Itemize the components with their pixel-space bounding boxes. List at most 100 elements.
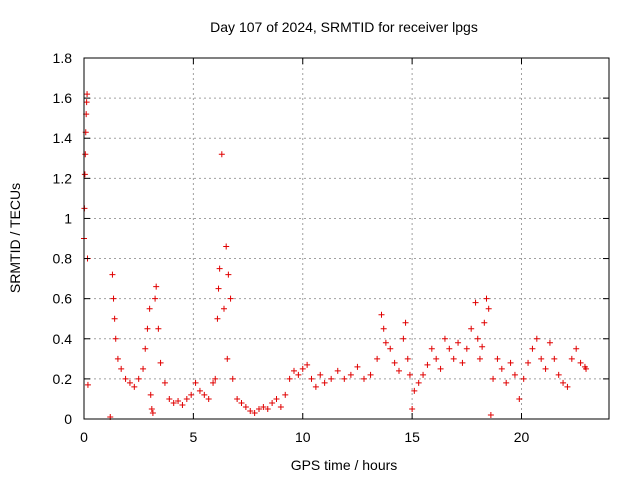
data-point bbox=[498, 365, 505, 372]
data-point bbox=[503, 379, 510, 386]
data-point bbox=[218, 151, 225, 158]
data-point bbox=[148, 405, 155, 412]
data-point bbox=[538, 355, 545, 362]
data-point bbox=[135, 375, 142, 382]
y-tick-label: 1.2 bbox=[53, 170, 73, 186]
data-point bbox=[183, 395, 190, 402]
data-point bbox=[161, 379, 168, 386]
data-point bbox=[367, 371, 374, 378]
y-tick-label: 1.8 bbox=[53, 50, 73, 66]
data-point bbox=[214, 315, 221, 322]
data-point bbox=[474, 335, 481, 342]
data-point bbox=[555, 371, 562, 378]
data-point bbox=[406, 371, 413, 378]
data-point bbox=[481, 319, 488, 326]
data-point bbox=[81, 171, 88, 178]
data-point bbox=[424, 361, 431, 368]
data-point bbox=[273, 395, 280, 402]
x-tick-label: 20 bbox=[514, 429, 530, 445]
data-point bbox=[472, 299, 479, 306]
data-point bbox=[529, 345, 536, 352]
data-point bbox=[494, 355, 501, 362]
data-point bbox=[114, 355, 121, 362]
data-point bbox=[391, 359, 398, 366]
data-point bbox=[111, 315, 118, 322]
data-point bbox=[264, 405, 271, 412]
data-point bbox=[157, 359, 164, 366]
data-point bbox=[166, 395, 173, 402]
data-point bbox=[247, 407, 254, 414]
data-point bbox=[490, 375, 497, 382]
data-point bbox=[223, 243, 230, 250]
data-point bbox=[131, 383, 138, 390]
plot-frame bbox=[83, 57, 610, 420]
data-point bbox=[317, 371, 324, 378]
data-point bbox=[577, 359, 584, 366]
x-tick-label: 5 bbox=[189, 429, 197, 445]
grid-layer bbox=[84, 58, 609, 419]
data-point bbox=[277, 403, 284, 410]
data-point bbox=[347, 371, 354, 378]
data-point bbox=[564, 383, 571, 390]
data-point bbox=[476, 355, 483, 362]
y-tick-label: 0.6 bbox=[53, 291, 73, 307]
data-point bbox=[483, 295, 490, 302]
data-point bbox=[269, 399, 276, 406]
ticks-layer: 0 0.2 0.4 0.6 0.8 1 1.2 1.4 1.6 1.8 0 5 10 15 20 bbox=[53, 50, 609, 445]
data-point bbox=[573, 345, 580, 352]
data-point bbox=[468, 325, 475, 332]
data-point bbox=[205, 395, 212, 402]
data-point bbox=[520, 375, 527, 382]
data-point bbox=[147, 391, 154, 398]
data-point bbox=[144, 325, 151, 332]
data-point bbox=[402, 319, 409, 326]
data-point bbox=[109, 271, 116, 278]
data-point bbox=[238, 399, 245, 406]
data-point bbox=[188, 391, 195, 398]
x-tick-label: 15 bbox=[404, 429, 420, 445]
chart-title: Day 107 of 2024, SRMTID for receiver lpg… bbox=[210, 19, 478, 35]
data-point bbox=[299, 365, 306, 372]
x-tick-label: 0 bbox=[80, 429, 88, 445]
data-point bbox=[201, 391, 208, 398]
data-point bbox=[251, 409, 258, 416]
data-point bbox=[411, 387, 418, 394]
data-point bbox=[170, 399, 177, 406]
data-point bbox=[341, 375, 348, 382]
data-point bbox=[546, 339, 553, 346]
data-point bbox=[225, 271, 232, 278]
y-tick-label: 0.4 bbox=[53, 331, 73, 347]
data-point bbox=[463, 345, 470, 352]
y-tick-label: 0 bbox=[64, 411, 72, 427]
data-point bbox=[229, 375, 236, 382]
x-axis-label: GPS time / hours bbox=[291, 457, 398, 473]
data-point bbox=[215, 285, 222, 292]
data-point bbox=[479, 343, 486, 350]
data-point bbox=[149, 409, 156, 416]
data-point bbox=[374, 355, 381, 362]
data-point bbox=[328, 375, 335, 382]
data-point bbox=[516, 395, 523, 402]
data-point bbox=[122, 375, 129, 382]
data-point bbox=[256, 405, 262, 412]
data-point bbox=[455, 339, 462, 346]
data-point bbox=[450, 355, 457, 362]
data-point bbox=[140, 365, 147, 372]
y-tick-label: 1.6 bbox=[53, 90, 73, 106]
data-point bbox=[295, 371, 302, 378]
data-point bbox=[396, 367, 402, 374]
data-point bbox=[428, 345, 435, 352]
data-point bbox=[568, 355, 575, 362]
data-point bbox=[525, 359, 532, 366]
data-point bbox=[210, 379, 217, 386]
data-point bbox=[196, 387, 203, 394]
data-point bbox=[511, 371, 518, 378]
y-tick-label: 1 bbox=[64, 210, 72, 226]
data-point bbox=[212, 375, 219, 382]
data-point bbox=[112, 335, 119, 342]
data-point bbox=[380, 325, 387, 332]
data-point bbox=[227, 295, 234, 302]
data-point bbox=[216, 265, 223, 272]
data-point bbox=[551, 355, 558, 362]
